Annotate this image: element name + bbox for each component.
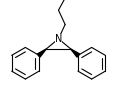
Polygon shape xyxy=(37,49,46,57)
Text: N: N xyxy=(55,34,62,44)
Polygon shape xyxy=(71,49,80,57)
